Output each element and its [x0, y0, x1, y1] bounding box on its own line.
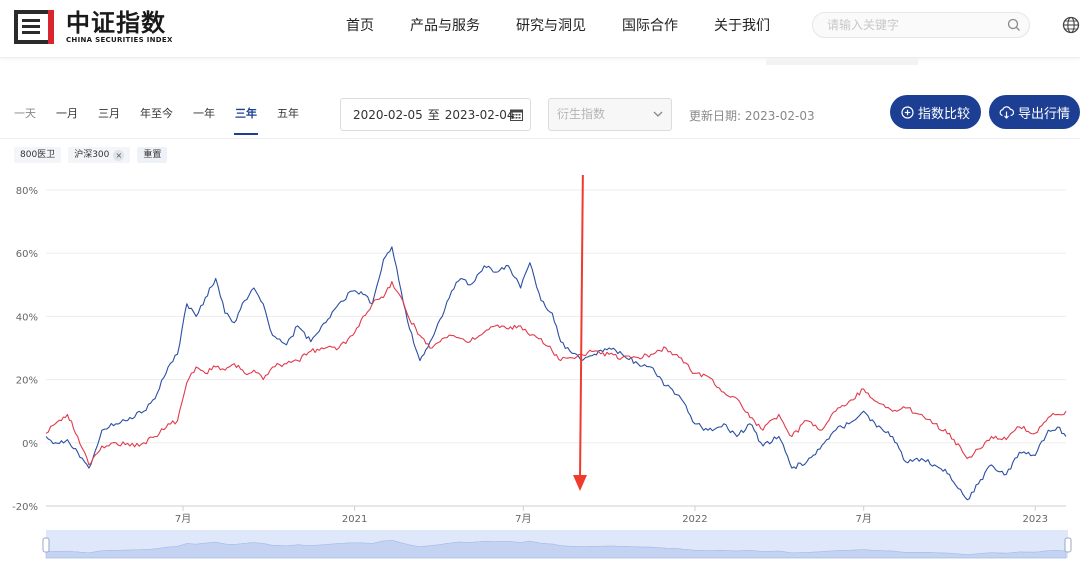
globe-icon[interactable]	[1062, 16, 1080, 34]
y-tick-label: 20%	[16, 376, 38, 387]
compare-index-label: 指数比较	[917, 106, 970, 122]
performance-chart: 80% 60% 40% 20% 0% -20% 7月 2021 7月 2022 7月 2023	[12, 175, 1072, 559]
range-ytd[interactable]: 年至今	[140, 107, 173, 120]
logo[interactable]: 中证指数 CHINA SECURITIES INDEX	[12, 6, 173, 48]
annotation-arrow-shaft	[579, 175, 584, 481]
x-axis: 7月 2021 7月 2022 7月 2023	[46, 505, 1066, 525]
range-3m[interactable]: 三月	[98, 107, 120, 120]
y-axis: 80% 60% 40% 20% 0% -20%	[12, 186, 38, 513]
nav-products[interactable]: 产品与服务	[410, 18, 480, 34]
main-nav: 首页 产品与服务 研究与洞见 国际合作 关于我们	[346, 0, 806, 50]
x-tick-label: 2021	[342, 514, 367, 525]
nav-international[interactable]: 国际合作	[622, 18, 678, 34]
x-tick-label: 2022	[682, 514, 707, 525]
calendar-icon[interactable]	[510, 109, 523, 121]
reset-button[interactable]: 重置	[137, 147, 168, 163]
compare-index-button[interactable]: 指数比较	[890, 95, 981, 129]
x-tick-label: 7月	[175, 513, 191, 525]
annotation-layer	[573, 175, 587, 491]
y-tick-label: 0%	[22, 439, 38, 450]
y-tick-label: 60%	[16, 249, 38, 260]
chip-index-a-label: 800医卫	[20, 150, 56, 160]
cloud-download-icon	[999, 105, 1014, 119]
x-tick-label: 7月	[515, 513, 531, 525]
range-1y[interactable]: 一年	[193, 107, 215, 120]
nav-research[interactable]: 研究与洞见	[516, 18, 586, 34]
range-3y[interactable]: 三年	[234, 107, 258, 135]
search-input[interactable]	[813, 13, 993, 37]
chip-index-b-label: 沪深300	[74, 150, 110, 160]
chart-series	[45, 246, 1067, 501]
date-end: 2023-02-04	[444, 107, 515, 122]
slider-minimap	[45, 539, 1067, 559]
plus-circle-icon	[901, 105, 914, 119]
slider-handle-right	[1064, 537, 1072, 553]
chip-index-b[interactable]: 沪深300 ×	[68, 147, 131, 163]
y-tick-label: -20%	[12, 502, 38, 513]
chip-index-a[interactable]: 800医卫	[14, 147, 62, 163]
derived-index-placeholder: 衍生指数	[557, 107, 606, 121]
export-quotes-label: 导出行情	[1017, 106, 1070, 122]
range-5y[interactable]: 五年	[277, 107, 299, 120]
nav-home[interactable]: 首页	[346, 18, 374, 34]
toolbar-divider	[0, 138, 1080, 139]
chart-grid	[46, 189, 1066, 507]
date-range-picker[interactable]: 2020-02-05 至 2023-02-04	[340, 98, 531, 131]
index-chips: 800医卫 沪深300 × 重置	[14, 147, 174, 163]
x-tick-label: 2023	[1023, 514, 1048, 525]
y-tick-label: 80%	[16, 186, 38, 197]
update-date: 更新日期: 2023-02-03	[689, 109, 815, 123]
export-quotes-button[interactable]: 导出行情	[989, 95, 1080, 129]
y-tick-label: 40%	[16, 312, 38, 323]
slider-handle-left	[42, 537, 50, 553]
site-header: 中证指数 CHINA SECURITIES INDEX 首页 产品与服务 研究与…	[0, 0, 1080, 58]
range-slider	[42, 530, 1072, 559]
date-start: 2020-02-05	[353, 107, 423, 122]
x-tick-label: 7月	[855, 513, 871, 525]
nav-about[interactable]: 关于我们	[714, 18, 770, 34]
annotation-arrow-head	[573, 475, 587, 491]
chevron-down-icon	[653, 111, 663, 117]
range-tabs: 一天 一月 三月 年至今 一年 三年 五年	[14, 105, 319, 135]
logo-subtitle: CHINA SECURITIES INDEX	[66, 35, 173, 44]
series-line-b	[45, 281, 1067, 466]
header-dropdown-strip	[766, 58, 918, 65]
date-separator: 至	[427, 108, 440, 122]
search-icon[interactable]	[1007, 18, 1021, 32]
csi-logo-icon	[14, 10, 54, 44]
search-box	[812, 12, 1030, 38]
logo-title: 中证指数	[66, 8, 166, 37]
remove-chip-icon[interactable]: ×	[113, 149, 125, 161]
derived-index-select[interactable]: 衍生指数	[548, 98, 672, 131]
range-1m[interactable]: 一月	[56, 107, 78, 120]
range-1d[interactable]: 一天	[14, 107, 36, 120]
series-line-a	[45, 246, 1067, 501]
